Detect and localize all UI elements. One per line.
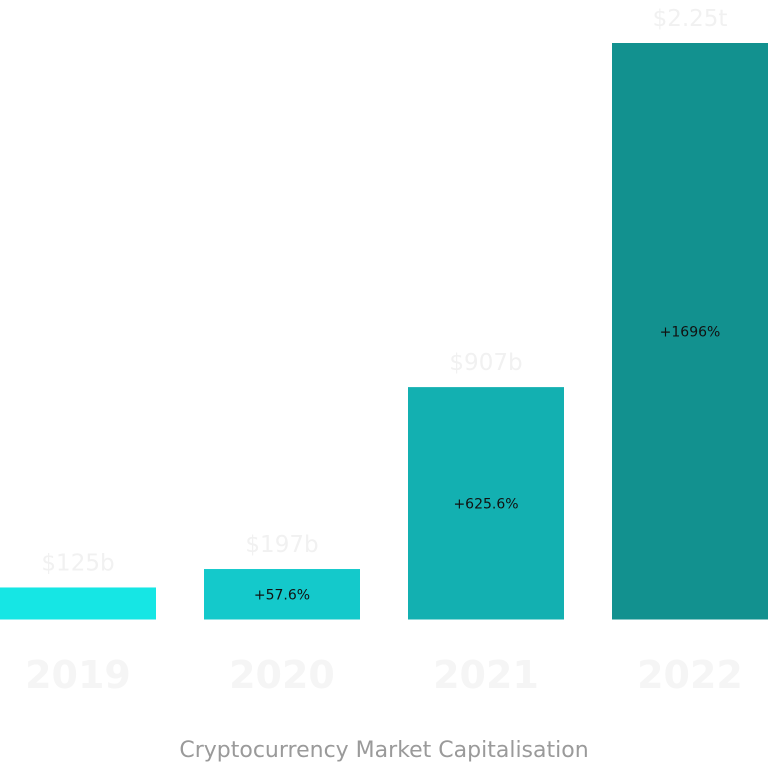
bar-labels: $125b $197b +57.6% $907b +625.6% $2.25t +1696%: [41, 6, 727, 603]
value-label-2022: $2.25t: [653, 6, 728, 32]
bar-2020: [204, 569, 360, 620]
category-labels: 2019 2020 2021 2022: [25, 653, 743, 697]
category-label-2021: 2021: [433, 653, 539, 697]
value-label-2019: $125b: [41, 550, 114, 576]
value-label-2020: $197b: [245, 532, 318, 558]
chart-title: Cryptocurrency Market Capitalisation: [179, 738, 588, 763]
bars: [0, 43, 768, 620]
category-label-2019: 2019: [25, 653, 131, 697]
change-label-2020: +57.6%: [254, 587, 310, 603]
category-label-2022: 2022: [637, 653, 743, 697]
category-label-2020: 2020: [229, 653, 335, 697]
bar-2019: [0, 587, 156, 620]
bar-2021: [408, 387, 564, 620]
value-label-2021: $907b: [449, 350, 522, 376]
change-label-2021: +625.6%: [453, 496, 518, 512]
change-label-2022: +1696%: [660, 324, 721, 340]
bar-2022: [612, 43, 768, 620]
